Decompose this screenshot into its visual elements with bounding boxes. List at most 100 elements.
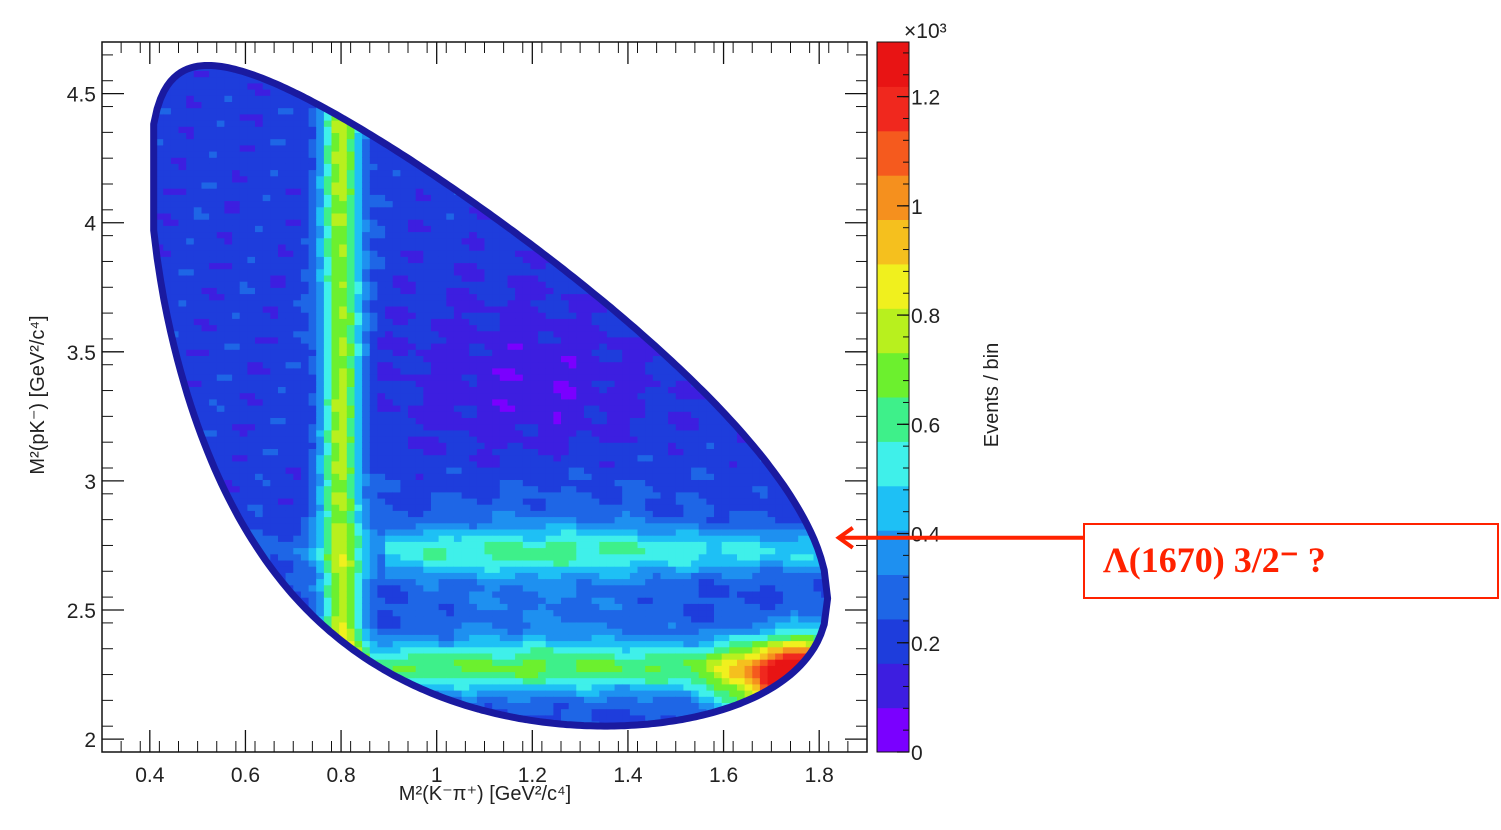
heatmap-cell	[538, 584, 547, 592]
heatmap-cell	[170, 175, 180, 183]
heatmap-cell	[331, 169, 340, 177]
heatmap-cell	[193, 355, 202, 363]
heatmap-cell	[469, 634, 478, 642]
heatmap-cell	[354, 497, 363, 505]
heatmap-cell	[308, 144, 317, 152]
heatmap-cell	[239, 386, 248, 394]
heatmap-cell	[346, 615, 356, 623]
heatmap-cell	[606, 448, 616, 456]
heatmap-cell	[522, 448, 532, 456]
heatmap-cell	[545, 597, 554, 604]
heatmap-cell	[499, 491, 508, 499]
heatmap-cell	[339, 262, 348, 270]
heatmap-cell	[392, 225, 401, 233]
heatmap-cell	[239, 330, 248, 338]
heatmap-cell	[538, 553, 547, 561]
heatmap-cell	[545, 281, 554, 288]
heatmap-cell	[438, 553, 447, 561]
heatmap-cell	[453, 603, 463, 611]
heatmap-cell	[561, 578, 570, 586]
heatmap-cell	[431, 200, 440, 208]
heatmap-cell	[584, 429, 593, 437]
heatmap-cell	[415, 460, 424, 468]
heatmap-cell	[507, 615, 516, 623]
heatmap-cell	[461, 467, 470, 474]
heatmap-cell	[484, 634, 493, 642]
heatmap-cell	[469, 566, 478, 573]
heatmap-cell	[178, 200, 187, 208]
heatmap-cell	[469, 274, 478, 282]
heatmap-cell	[530, 522, 539, 530]
heatmap-cell	[453, 473, 463, 480]
heatmap-cell	[538, 330, 547, 338]
heatmap-cell	[415, 621, 424, 629]
heatmap-cell	[278, 448, 287, 456]
heatmap-cell	[538, 541, 547, 549]
heatmap-cell	[553, 528, 562, 536]
heatmap-cell	[308, 200, 317, 208]
heatmap-cell	[308, 132, 317, 140]
heatmap-cell	[408, 547, 417, 555]
heatmap-cell	[300, 231, 310, 239]
heatmap-cell	[377, 628, 386, 635]
heatmap-cell	[354, 559, 363, 567]
heatmap-cell	[362, 274, 371, 282]
heatmap-cell	[285, 231, 294, 239]
heatmap-cell	[216, 336, 226, 344]
heatmap-cell	[285, 138, 294, 146]
heatmap-cell	[308, 423, 317, 431]
heatmap-cell	[469, 392, 478, 400]
heatmap-cell	[377, 559, 386, 567]
heatmap-cell	[530, 652, 539, 660]
heatmap-cell	[461, 386, 470, 394]
heatmap-cell	[255, 535, 264, 542]
heatmap-cell	[293, 566, 302, 573]
heatmap-cell	[392, 547, 401, 555]
heatmap-cell	[599, 504, 608, 511]
heatmap-cell	[538, 578, 547, 586]
heatmap-cell	[599, 652, 608, 660]
heatmap-cell	[522, 646, 532, 654]
heatmap-cell	[193, 374, 202, 381]
heatmap-cell	[247, 113, 256, 121]
heatmap-cell	[178, 281, 187, 288]
heatmap-cell	[568, 330, 577, 338]
heatmap-cell	[507, 497, 516, 505]
heatmap-cell	[377, 522, 386, 530]
heatmap-cell	[629, 479, 639, 487]
heatmap-cell	[331, 485, 340, 493]
heatmap-cell	[484, 628, 493, 635]
heatmap-cell	[193, 151, 202, 158]
heatmap-cell	[568, 603, 577, 611]
heatmap-cell	[262, 491, 271, 499]
heatmap-cell	[354, 436, 363, 443]
heatmap-cell	[278, 436, 287, 443]
heatmap-cell	[247, 95, 256, 102]
heatmap-cell	[614, 640, 623, 648]
heatmap-cell	[408, 634, 417, 642]
heatmap-cell	[461, 497, 470, 505]
heatmap-cell	[606, 361, 616, 369]
heatmap-cell	[346, 225, 356, 233]
heatmap-cell	[163, 144, 172, 152]
heatmap-cell	[400, 231, 409, 239]
heatmap-cell	[224, 225, 233, 233]
heatmap-cell	[415, 671, 424, 679]
heatmap-cell	[354, 336, 363, 344]
heatmap-cell	[369, 646, 378, 654]
heatmap-cell	[461, 615, 470, 623]
heatmap-cell	[217, 52, 225, 59]
heatmap-cell	[262, 324, 271, 332]
heatmap-cell	[331, 566, 340, 573]
heatmap-cell	[561, 349, 570, 356]
heatmap-cell	[499, 436, 508, 443]
heatmap-cell	[239, 411, 248, 418]
heatmap-cell	[469, 671, 478, 679]
heatmap-cell	[423, 188, 432, 195]
heatmap-cell	[316, 566, 325, 573]
heatmap-cell	[453, 566, 463, 573]
heatmap-cell	[262, 467, 271, 474]
heatmap-cell	[293, 163, 302, 171]
heatmap-cell	[599, 374, 608, 381]
heatmap-cell	[346, 268, 356, 276]
